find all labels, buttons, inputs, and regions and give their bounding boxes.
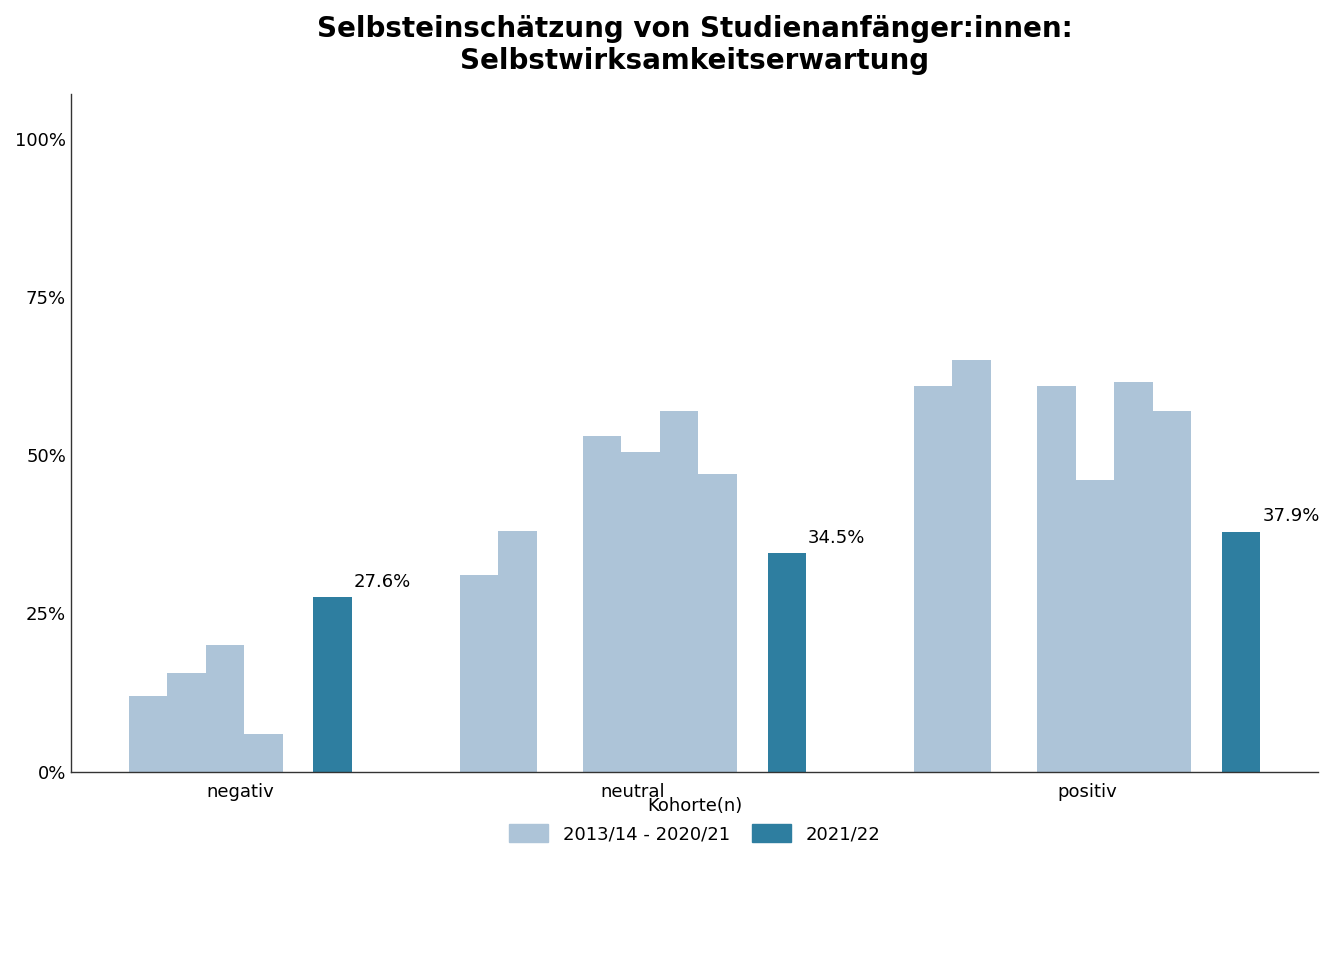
Text: 37.9%: 37.9% [1262, 507, 1320, 525]
Bar [767, 553, 806, 772]
Bar [313, 597, 352, 772]
Bar [660, 411, 699, 772]
Legend: 2013/14 - 2020/21, 2021/22: 2013/14 - 2020/21, 2021/22 [501, 790, 887, 851]
Bar [583, 436, 621, 772]
Bar [1222, 532, 1261, 772]
Text: 34.5%: 34.5% [808, 529, 866, 547]
Bar [1114, 382, 1153, 772]
Text: 27.6%: 27.6% [353, 572, 411, 590]
Title: Selbsteinschätzung von Studienanfänger:innen:
Selbstwirksamkeitserwartung: Selbsteinschätzung von Studienanfänger:i… [317, 15, 1073, 76]
Bar [167, 674, 206, 772]
Bar [621, 452, 660, 772]
Bar [914, 386, 953, 772]
Bar [699, 474, 737, 772]
Bar [953, 360, 991, 772]
Bar [1153, 411, 1191, 772]
Bar [1038, 386, 1075, 772]
Bar [206, 645, 245, 772]
Bar [460, 575, 499, 772]
Bar [499, 531, 536, 772]
Bar [129, 696, 167, 772]
Bar [245, 733, 282, 772]
Bar [1075, 480, 1114, 772]
